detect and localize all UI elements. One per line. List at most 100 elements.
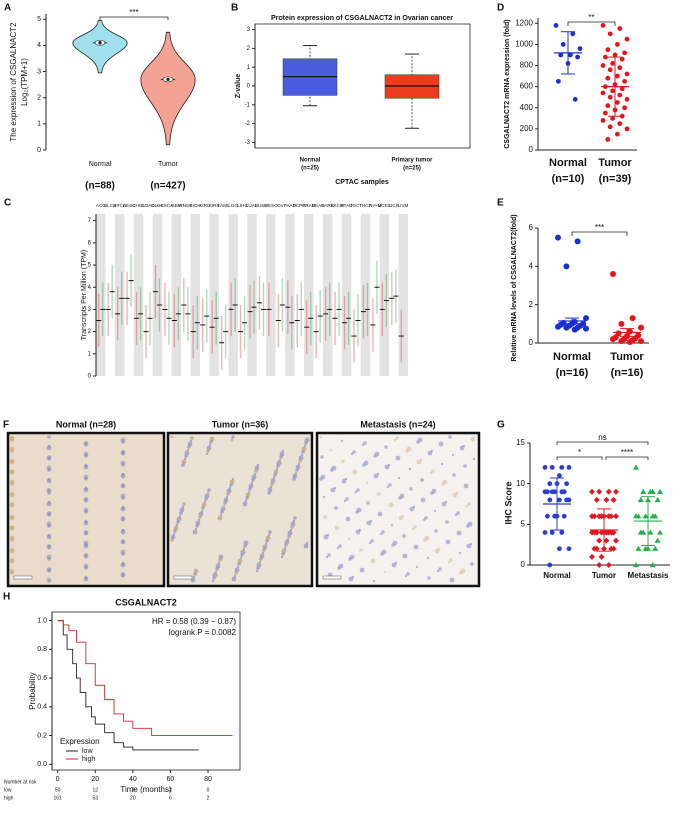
tissue-cell: [289, 528, 293, 532]
point: [613, 537, 619, 544]
panel-letter: D: [497, 3, 504, 14]
tissue-cell: [10, 560, 14, 564]
tissue-cell: [334, 506, 338, 510]
tissue-cell: [121, 440, 125, 444]
tissue-cell: [466, 524, 470, 528]
tissue-cell: [273, 473, 277, 477]
median: [166, 77, 170, 81]
point: [563, 324, 570, 331]
tissue-cell: [361, 443, 365, 447]
point: [600, 90, 606, 96]
tissue-cell: [422, 518, 426, 522]
tissue-cell: [121, 552, 125, 556]
point: [610, 61, 615, 66]
category-label: TGCT: [350, 203, 363, 208]
image-frame: [315, 431, 481, 588]
tissue-cell: [279, 451, 285, 457]
tissue-cell: [229, 479, 235, 485]
category-label: THCA: [359, 203, 372, 208]
point: [638, 338, 644, 345]
panel-letter: F: [3, 420, 9, 431]
x-tick-label: Tumor: [598, 157, 632, 169]
point: [617, 65, 623, 71]
tissue-cell: [287, 530, 293, 536]
point: [589, 553, 595, 560]
y-label: The expression of CSGALNACT2: [9, 22, 18, 142]
tissue-cell: [386, 485, 390, 489]
tissue-cell: [297, 462, 301, 466]
tissue-cell: [120, 473, 126, 479]
tissue-cell: [10, 504, 14, 508]
tissue-cell: [176, 520, 180, 524]
point: [610, 336, 616, 343]
tissue-cell: [303, 543, 309, 549]
point: [545, 513, 550, 519]
tissue-cell: [9, 548, 15, 554]
tissue-cell: [281, 449, 285, 453]
significance-bracket: [556, 441, 649, 445]
tissue-cell: [406, 572, 410, 576]
risk-value: 12: [92, 787, 98, 793]
x-tick-label: 60: [167, 776, 175, 783]
category-label: DLBC: [151, 203, 164, 208]
risk-value: 0: [207, 787, 210, 793]
point: [637, 529, 644, 535]
x-tick-label: Tumor: [610, 351, 644, 363]
tissue-cell: [201, 506, 205, 510]
point: [603, 537, 610, 544]
tissue-cell: [348, 576, 354, 582]
tissue-cell: [178, 514, 182, 518]
tissue-cell: [255, 569, 259, 573]
tissue-cell: [121, 485, 125, 489]
point: [564, 481, 569, 487]
tissue-cell: [395, 455, 401, 461]
tissue-cell: [295, 468, 299, 472]
tissue-cell: [404, 574, 408, 578]
tissue-cell: [173, 525, 179, 531]
tissue-cell: [206, 449, 210, 453]
tissue-cell: [211, 579, 215, 583]
tissue-cell: [356, 488, 360, 492]
violin: [140, 31, 196, 146]
y-tick-label: 0: [521, 560, 526, 569]
tissue-cell: [290, 521, 296, 527]
tissue-cell: [121, 574, 125, 578]
y-tick-label: 5: [37, 16, 41, 23]
tissue-cell: [384, 445, 388, 449]
tissue-cell: [204, 497, 208, 501]
tissue-cell: [183, 457, 187, 461]
band: [360, 214, 371, 376]
tissue-cell: [84, 555, 88, 559]
tissue-cell: [9, 459, 15, 465]
point: [583, 325, 589, 332]
tissue-cell: [449, 577, 455, 583]
tissue-cell: [254, 469, 258, 473]
tissue-cell: [452, 473, 456, 477]
tissue-cell: [390, 523, 394, 527]
scale-bar: [13, 575, 33, 580]
legend-label: high: [82, 756, 95, 763]
point: [603, 496, 610, 503]
tissue-cell: [320, 455, 324, 459]
category-label: KIRC: [199, 203, 211, 208]
point: [610, 88, 615, 94]
category-label: COAD: [141, 203, 155, 208]
tissue-cell: [83, 576, 89, 582]
tissue-cell: [449, 558, 453, 562]
risk-value: 2: [169, 787, 172, 793]
tissue-cell: [292, 519, 296, 523]
tissue-cell: [354, 490, 358, 494]
tissue-cell: [270, 478, 276, 484]
tissue-cell: [319, 477, 323, 481]
tissue-cell: [275, 467, 279, 471]
tissue-cell: [233, 574, 237, 578]
tissue-cell: [268, 530, 272, 534]
tissue-cell: [409, 506, 415, 512]
tissue-cell: [293, 516, 297, 520]
x-tick-label: Normal: [549, 157, 587, 169]
significance: *: [578, 448, 581, 457]
tissue-cell: [454, 513, 458, 517]
tissue-cell: [226, 492, 230, 496]
tissue-cell: [287, 534, 291, 538]
